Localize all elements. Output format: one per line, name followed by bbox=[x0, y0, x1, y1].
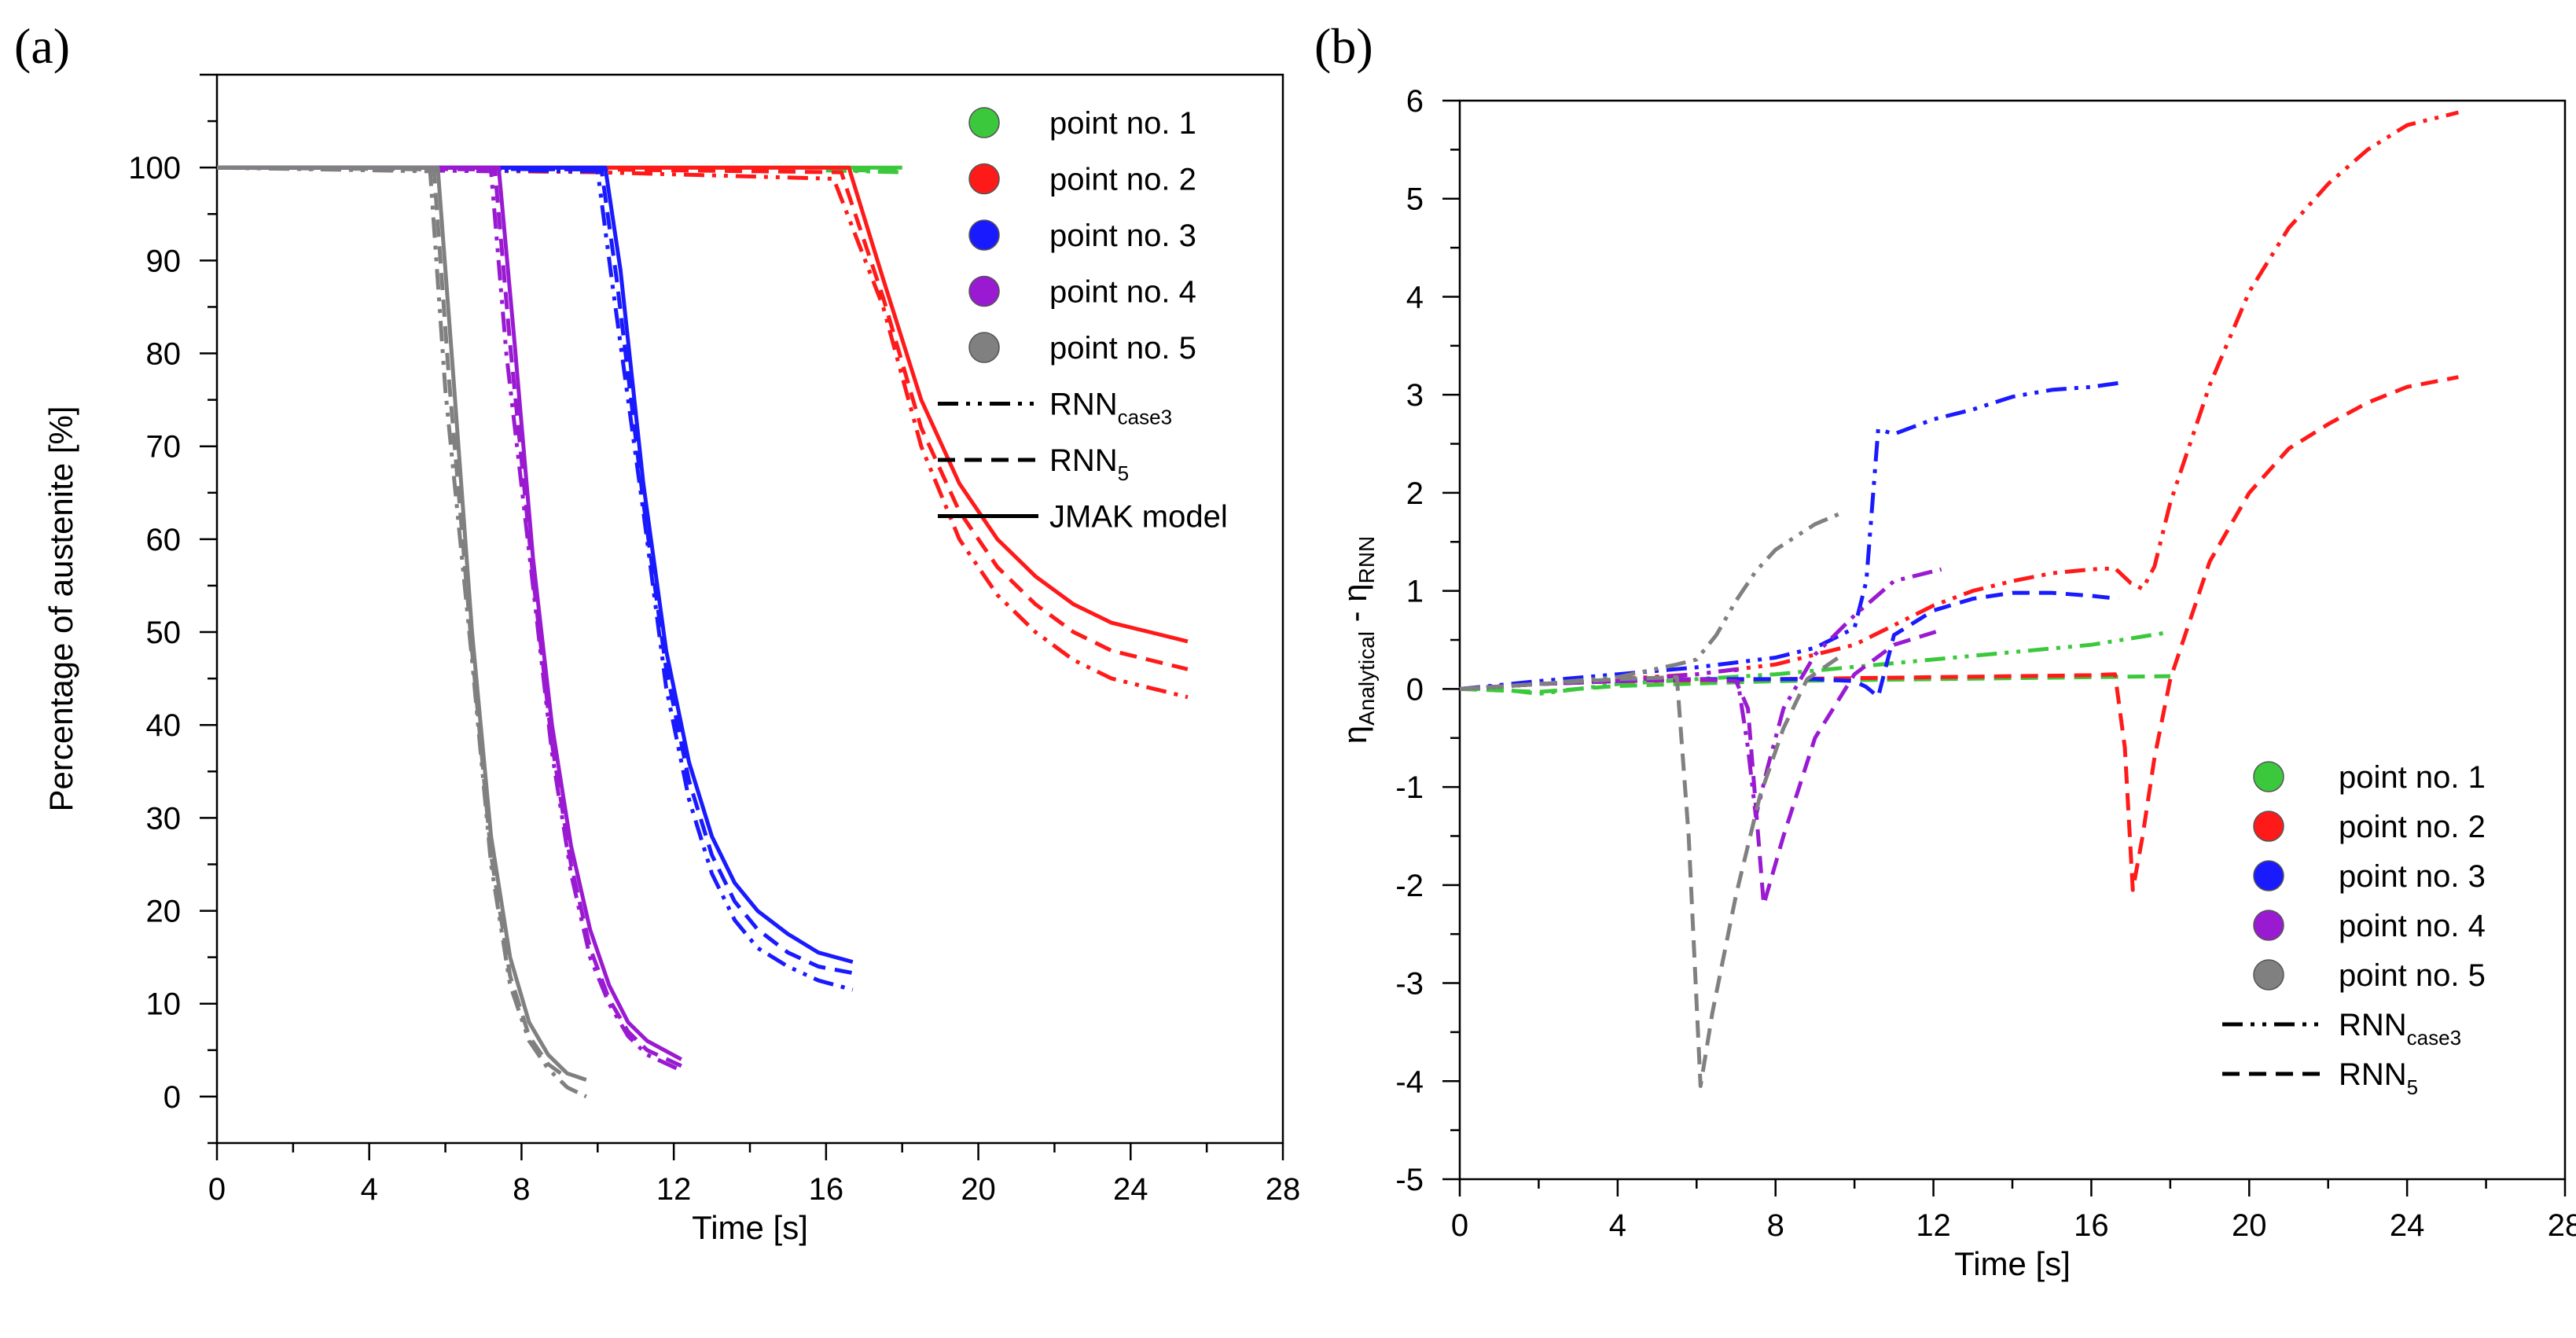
y-tick-label: 1 bbox=[1406, 575, 1424, 609]
legend-label: RNNcase3 bbox=[1049, 388, 1172, 429]
y-tick-label: 4 bbox=[1406, 280, 1424, 314]
legend-label-subscript: case3 bbox=[1118, 406, 1172, 429]
y-tick-label: 70 bbox=[146, 430, 182, 465]
series-line bbox=[216, 165, 1189, 671]
legend-label: RNN5 bbox=[1049, 443, 1129, 485]
x-tick-label: 0 bbox=[208, 1172, 226, 1207]
series-line bbox=[1459, 380, 2119, 691]
y-tick-label: 90 bbox=[146, 244, 182, 278]
series-line bbox=[1459, 110, 2460, 691]
panel-label: (b) bbox=[1314, 18, 1373, 74]
x-tick-label: 20 bbox=[961, 1172, 996, 1207]
y-tick-label: 6 bbox=[1406, 84, 1424, 119]
x-tick-label: 4 bbox=[1609, 1208, 1626, 1243]
x-tick-label: 8 bbox=[513, 1172, 530, 1207]
legend-marker-circle bbox=[2253, 761, 2284, 792]
series-line bbox=[217, 165, 587, 1082]
legend-label-subscript: 5 bbox=[2407, 1075, 2418, 1099]
series-line bbox=[1460, 630, 2171, 697]
x-axis-title: Time [s] bbox=[1954, 1245, 2071, 1282]
legend-label: point no. 2 bbox=[2339, 810, 2486, 844]
y-tick-label: 0 bbox=[164, 1080, 181, 1115]
y-tick-label: 100 bbox=[128, 151, 181, 186]
series-line bbox=[216, 165, 682, 1068]
series-line bbox=[1459, 375, 2459, 892]
y-tick-label: -4 bbox=[1395, 1064, 1424, 1099]
series-line bbox=[216, 165, 1189, 700]
panel-label: (a) bbox=[14, 18, 70, 74]
y-axis-title-sub: RNN bbox=[1354, 536, 1379, 584]
y-tick-label: -2 bbox=[1395, 869, 1424, 903]
y-tick-label: 3 bbox=[1406, 378, 1424, 413]
legend-label: point no. 3 bbox=[1049, 219, 1196, 253]
legend-label: point no. 5 bbox=[2339, 958, 2486, 993]
legend-marker-circle bbox=[968, 163, 1000, 195]
x-tick-label: 12 bbox=[656, 1172, 692, 1207]
y-tick-label: 2 bbox=[1406, 476, 1424, 511]
legend-marker-circle bbox=[968, 219, 1000, 251]
legend-label: RNNcase3 bbox=[2339, 1008, 2461, 1049]
legend-label: JMAK model bbox=[1049, 500, 1228, 535]
series-line bbox=[217, 165, 1189, 644]
x-tick-label: 24 bbox=[1113, 1172, 1148, 1207]
y-tick-label: 10 bbox=[146, 987, 182, 1022]
legend-label: point no. 4 bbox=[2339, 909, 2486, 943]
y-tick-label: 5 bbox=[1406, 182, 1424, 217]
legend-label: point no. 1 bbox=[1049, 106, 1196, 141]
series-line bbox=[216, 165, 568, 1080]
legend-marker-circle bbox=[2253, 860, 2284, 891]
series-line bbox=[216, 165, 854, 992]
y-axis-title-mid: - η bbox=[1336, 583, 1373, 631]
legend-marker-circle bbox=[2253, 959, 2284, 991]
legend-label: point no. 3 bbox=[2339, 859, 2486, 894]
series-line bbox=[1459, 628, 1942, 907]
legend-label: RNN5 bbox=[2339, 1057, 2418, 1099]
legend-label: point no. 1 bbox=[2339, 760, 2486, 795]
y-tick-label: 20 bbox=[146, 895, 182, 929]
x-tick-label: 0 bbox=[1451, 1208, 1468, 1243]
series-line bbox=[1459, 652, 1844, 1088]
y-tick-label: 50 bbox=[146, 616, 182, 650]
x-tick-label: 8 bbox=[1767, 1208, 1784, 1243]
legend-marker-circle bbox=[2253, 910, 2284, 941]
x-tick-label: 4 bbox=[361, 1172, 378, 1207]
series-line bbox=[1459, 567, 1942, 818]
legend-label: point no. 4 bbox=[1049, 275, 1196, 310]
x-tick-label: 16 bbox=[809, 1172, 844, 1207]
legend-label: point no. 5 bbox=[1049, 331, 1196, 366]
y-axis-title: ηAnalytical - ηRNN bbox=[1336, 536, 1379, 744]
legend-marker-circle bbox=[968, 275, 1000, 307]
y-axis-title-sub: Analytical bbox=[1354, 631, 1379, 726]
legend-label: point no. 2 bbox=[1049, 163, 1196, 197]
y-tick-label: 40 bbox=[146, 708, 182, 743]
x-tick-label: 28 bbox=[1266, 1172, 1301, 1207]
y-tick-label: 80 bbox=[146, 337, 182, 372]
y-tick-label: -5 bbox=[1395, 1163, 1424, 1197]
y-axis-title: Percentage of austenite [%] bbox=[42, 406, 79, 812]
legend-marker-circle bbox=[968, 332, 1000, 363]
x-tick-label: 24 bbox=[2390, 1208, 2425, 1243]
x-tick-label: 28 bbox=[2548, 1208, 2576, 1243]
y-tick-label: 30 bbox=[146, 801, 182, 836]
series-line bbox=[216, 165, 587, 1099]
x-tick-label: 16 bbox=[2074, 1208, 2109, 1243]
x-tick-label: 20 bbox=[2232, 1208, 2267, 1243]
y-tick-label: 60 bbox=[146, 523, 182, 557]
series-line bbox=[216, 165, 854, 976]
legend-marker-circle bbox=[968, 107, 1000, 138]
x-axis-title: Time [s] bbox=[692, 1209, 808, 1246]
legend-marker-circle bbox=[2253, 811, 2284, 842]
y-tick-label: -1 bbox=[1395, 770, 1424, 805]
series-line bbox=[217, 165, 682, 1061]
y-tick-label: -3 bbox=[1395, 967, 1424, 1002]
y-tick-label: 0 bbox=[1406, 672, 1424, 707]
x-tick-label: 12 bbox=[1916, 1208, 1951, 1243]
panel-a-line-chart: (a) 0 4 8 12 16 20 24 28 0 10 20 30 40 50 60 70 80 90 100 Ti… bbox=[14, 18, 1300, 1246]
series-line bbox=[217, 165, 854, 965]
legend-label-subscript: case3 bbox=[2407, 1026, 2461, 1049]
legend-label-subscript: 5 bbox=[1118, 461, 1129, 485]
